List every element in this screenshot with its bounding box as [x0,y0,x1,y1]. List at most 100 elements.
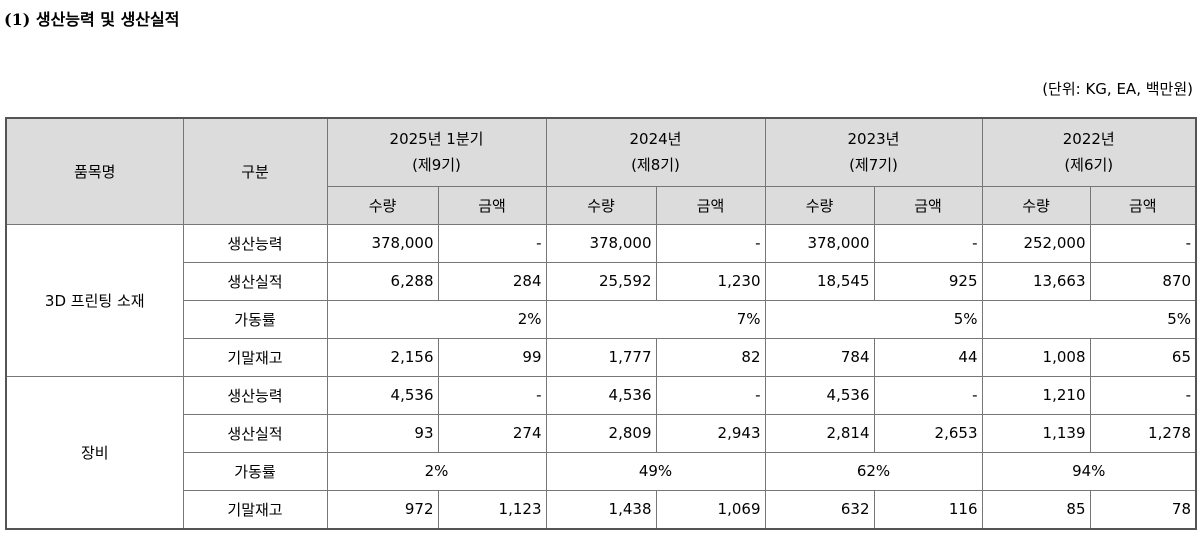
data-cell: 85 [981,489,1091,529]
row-label: 생산실적 [182,261,328,301]
data-cell: 1,069 [655,489,766,529]
data-row: 생산실적 6,288 284 25,592 1,230 18,545 925 13,663 87… [6,261,1197,301]
row-label: 기말재고 [182,489,328,529]
period-year: 2023년 [847,130,900,149]
header-row: 품목명 구분 2025년 1분기 (제9기) 2024년 (제8기) 2023년 (제7기) 2… [5,117,1197,225]
item-name: 3D 프린팅 소재 [5,223,184,377]
data-cell: 632 [764,489,875,529]
header-cell: 구분 [182,117,328,225]
data-cell: 1,230 [655,261,766,301]
data-cell: - [437,375,547,415]
sub-header: 수량 [981,185,1091,225]
data-cell: 870 [1089,261,1197,301]
data-row: 기말재고 2,156 99 1,777 82 784 44 1,008 65 [6,337,1197,377]
data-cell: 378,000 [326,223,439,263]
row-label: 생산능력 [182,223,328,263]
title: (1) 생산능력 및 생산실적 [4,10,180,29]
data-cell: 274 [437,413,547,453]
period-header: 2022년 (제6기) [981,117,1197,187]
sub-header: 금액 [437,185,547,225]
production-table: 품목명 구분 2025년 1분기 (제9기) 2024년 (제8기) 2023년 (제7기) 2… [5,117,1197,530]
data-cell: - [437,223,547,263]
data-cell: 7% [545,299,766,339]
data-cell: 65 [1089,337,1197,377]
sub-header: 수량 [326,185,439,225]
table-header: 품목명 구분 2025년 1분기 (제9기) 2024년 (제8기) 2023년 (제7기) 2… [5,117,1197,225]
data-cell: 378,000 [764,223,875,263]
data-row: 기말재고 972 1,123 1,438 1,069 632 116 85 78 [6,489,1197,529]
data-cell: 4,536 [764,375,875,415]
data-cell: - [873,223,983,263]
data-cell: 1,139 [981,413,1091,453]
data-cell: 252,000 [981,223,1091,263]
data-cell: 2,653 [873,413,983,453]
data-cell: 94% [981,451,1197,491]
row-label: 가동률 [182,299,328,339]
row-label: 생산능력 [182,375,328,415]
data-cell: 972 [326,489,439,529]
unit-note: (단위: KG, EA, 백만원) [1042,80,1193,98]
period-header: 2023년 (제7기) [764,117,983,187]
data-cell: 1,278 [1089,413,1197,453]
group: 3D 프린팅 소재 생산능력 378,000-378,000-378,000-252… [5,223,1197,377]
period-year: 2025년 1분기 [389,130,484,149]
sub-header: 금액 [1089,185,1197,225]
header-row: 수량 금액 수량 금액 수량 금액 수량 금액 [6,185,1197,225]
data-cell: 2% [326,299,547,339]
data-cell: 784 [764,337,875,377]
data-cell: 62% [764,451,983,491]
header-cell: 품목명 [5,117,184,225]
row-label: 가동률 [182,451,328,491]
period-year: 2022년 [1062,130,1115,149]
data-cell: 6,288 [326,261,439,301]
data-cell: 93 [326,413,439,453]
data-cell: 378,000 [545,223,657,263]
data-cell: - [1089,223,1197,263]
period-term: (제7기) [849,156,898,175]
data-cell: 2,943 [655,413,766,453]
data-cell: - [1089,375,1197,415]
period-term: (제8기) [631,156,680,175]
data-row: 3D 프린팅 소재 생산능력 378,000-378,000-378,000-252… [5,223,1197,377]
data-cell: 1,210 [981,375,1091,415]
data-cell: 925 [873,261,983,301]
data-cell: 5% [981,299,1197,339]
data-cell: 1,438 [545,489,657,529]
data-cell: 99 [437,337,547,377]
row-label: 기말재고 [182,337,328,377]
data-row: 장비 생산능력 4,536-4,536-4,536-1,210- [5,375,1197,529]
data-cell: 44 [873,337,983,377]
data-cell: 13,663 [981,261,1091,301]
period-term: (제9기) [412,156,461,175]
data-cell: 4,536 [545,375,657,415]
row-label: 생산실적 [182,413,328,453]
data-cell: 2,809 [545,413,657,453]
sub-header: 금액 [655,185,766,225]
data-cell: 116 [873,489,983,529]
period-year: 2024년 [629,130,682,149]
sub-header: 금액 [873,185,983,225]
data-row: 생산실적 93 274 2,809 2,943 2,814 2,653 1,139 1,278 [6,413,1197,453]
data-cell: - [873,375,983,415]
period-term: (제6기) [1064,156,1114,175]
data-cell: 2% [326,451,547,491]
sub-header: 수량 [545,185,657,225]
data-cell: - [655,375,766,415]
period-header: 2024년 (제8기) [545,117,766,187]
data-cell: 5% [764,299,983,339]
data-cell: 2,156 [326,337,439,377]
data-cell: 284 [437,261,547,301]
data-cell: 2,814 [764,413,875,453]
data-cell: 25,592 [545,261,657,301]
data-cell: 82 [655,337,766,377]
data-cell: 18,545 [764,261,875,301]
data-cell: 1,777 [545,337,657,377]
data-row: 가동률 2% 49% 62% 94% [6,451,1197,491]
data-cell: 4,536 [326,375,439,415]
data-cell: 1,123 [437,489,547,529]
group: 장비 생산능력 4,536-4,536-4,536-1,210- 생산실적 93 274 2… [5,375,1197,529]
data-cell: 49% [545,451,766,491]
data-cell: - [655,223,766,263]
data-cell: 1,008 [981,337,1091,377]
